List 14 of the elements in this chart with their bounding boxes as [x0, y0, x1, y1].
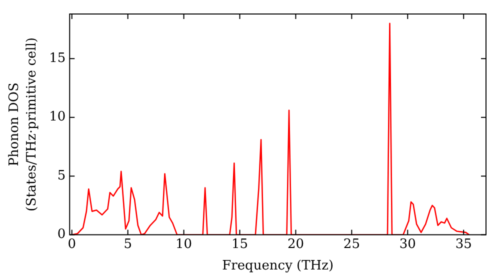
- x-tick-label: 35: [455, 236, 472, 252]
- x-tick-label: 30: [399, 236, 416, 252]
- x-tick-label: 20: [287, 236, 304, 252]
- y-tick-label: 0: [57, 227, 66, 242]
- y-tick-label: 10: [49, 110, 66, 125]
- x-tick-label: 0: [68, 236, 76, 252]
- y-tick-label: 15: [49, 51, 66, 66]
- x-tick-label: 15: [231, 236, 248, 252]
- y-tick-label: 5: [57, 168, 66, 184]
- x-tick-label: 5: [124, 236, 132, 252]
- x-tick-label: 25: [343, 236, 360, 252]
- y-axis-title: Phonon DOS (States/THz·primitive cell): [7, 37, 40, 212]
- x-tick-label: 10: [176, 236, 192, 252]
- x-axis-title: Frequency (THz): [222, 258, 334, 274]
